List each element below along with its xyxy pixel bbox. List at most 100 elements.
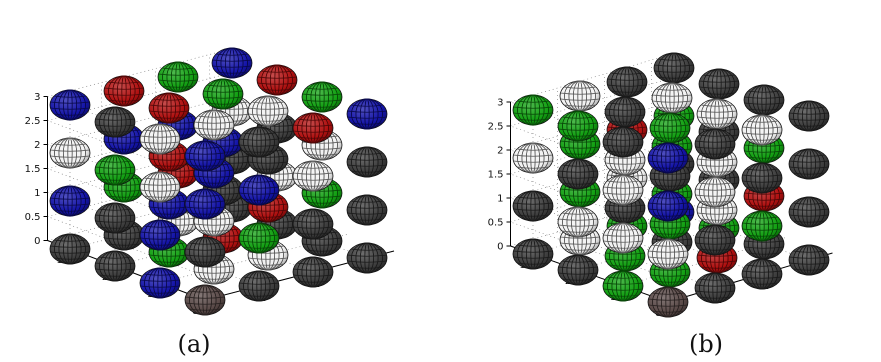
sphere-mesh-line (197, 133, 231, 136)
sphere-mesh-line (260, 70, 294, 73)
sphere-mesh-line (746, 210, 778, 242)
sphere-mesh-line (793, 148, 825, 180)
sphere-point (653, 52, 695, 84)
sphere-mesh-line (563, 152, 597, 155)
sphere-mesh-line (185, 206, 225, 209)
sphere-mesh-line (651, 148, 685, 151)
sphere-mesh-line (107, 195, 141, 198)
sphere-mesh-line (296, 214, 330, 217)
sphere-mesh-line (747, 156, 781, 159)
sphere-mesh-line (517, 142, 549, 174)
sphere-point (247, 95, 289, 127)
sphere-mesh-line (792, 220, 826, 223)
sphere-mesh-line (50, 203, 90, 206)
sphere-mesh-line (242, 132, 276, 135)
sphere-mesh-line (50, 149, 90, 152)
sphere-mesh-line (745, 186, 779, 189)
sphere-mesh-line (185, 158, 225, 161)
z-tick-label: 0 (34, 236, 40, 247)
sphere-mesh-line (558, 176, 598, 179)
sphere-mesh-line (697, 164, 737, 167)
sphere-mesh-line (98, 160, 132, 163)
sphere-mesh-line (558, 218, 598, 221)
sphere-mesh-line (654, 70, 694, 73)
sphere-mesh-line (243, 174, 275, 206)
sphere-mesh-line (251, 119, 285, 122)
sphere-mesh-line (558, 122, 598, 125)
sphere-mesh-line (185, 254, 225, 257)
sphere-point (694, 224, 736, 256)
sphere-mesh-line (185, 248, 225, 251)
sphere-point (647, 238, 689, 270)
sphere-point (647, 190, 689, 222)
sphere-mesh-line (296, 118, 330, 121)
z-tick-label: 2 (34, 140, 40, 151)
sphere-mesh-line (144, 123, 176, 155)
sphere-mesh-line (296, 262, 330, 265)
sphere-mesh-line (293, 172, 333, 175)
sphere-mesh-line (95, 124, 135, 127)
sphere-mesh-line (789, 256, 829, 259)
sphere-mesh-line (610, 90, 644, 93)
sphere-point (139, 219, 181, 251)
sphere-point (238, 126, 280, 158)
sphere-mesh-line (608, 120, 642, 123)
sphere-mesh-line (302, 93, 342, 96)
sphere-mesh-line (655, 106, 689, 109)
sphere-mesh-line (189, 284, 221, 316)
sphere-mesh-line (605, 204, 645, 207)
sphere-point (238, 174, 280, 206)
sphere-point (211, 47, 253, 79)
sphere-mesh-line (216, 47, 248, 79)
sphere-mesh-line (695, 284, 735, 287)
sphere-mesh-line (697, 254, 737, 257)
sphere-mesh-line (293, 220, 333, 223)
sphere-mesh-line (95, 166, 135, 169)
sphere-mesh-line (789, 118, 829, 121)
sphere-mesh-line (605, 258, 645, 261)
sphere-mesh-line (697, 212, 737, 215)
sphere-mesh-line (702, 74, 736, 77)
sphere-mesh-line (107, 147, 141, 150)
sphere-mesh-line (54, 185, 86, 217)
sphere-mesh-line (789, 208, 829, 211)
sphere-mesh-line (185, 200, 225, 203)
sphere-point (512, 142, 554, 174)
sphere-mesh-line (560, 236, 600, 239)
sphere-mesh-line (699, 80, 739, 83)
sphere-point (94, 250, 136, 282)
sphere-mesh-line (792, 124, 826, 127)
sphere-mesh-line (744, 144, 784, 147)
sphere-mesh-line (251, 215, 285, 218)
sphere-mesh-line (188, 260, 222, 263)
sphere-mesh-line (513, 256, 553, 259)
sphere-mesh-line (350, 152, 384, 155)
sphere-mesh-line (104, 93, 144, 96)
sphere-mesh-line (747, 108, 781, 111)
sphere-mesh-line (516, 118, 550, 121)
sphere-mesh-line (140, 135, 180, 138)
sphere-mesh-line (648, 298, 688, 301)
sphere-mesh-line (350, 266, 384, 269)
sphere-point (694, 128, 736, 160)
sphere-mesh-line (152, 260, 186, 263)
grid-line (577, 220, 743, 271)
sphere-mesh-line (248, 257, 288, 260)
sphere-mesh-line (104, 87, 144, 90)
sphere-mesh-line (607, 270, 639, 302)
sphere-mesh-line (153, 92, 185, 124)
sphere-mesh-line (107, 243, 141, 246)
sphere-mesh-line (140, 183, 180, 186)
sphere-mesh-line (149, 110, 189, 113)
sphere-point (788, 100, 830, 132)
sphere-mesh-line (95, 214, 135, 217)
sphere-mesh-line (243, 270, 275, 302)
sphere-mesh-line (98, 208, 132, 211)
sphere-point (49, 185, 91, 217)
sphere-mesh-line (513, 112, 553, 115)
sphere-mesh-line (742, 132, 782, 135)
sphere-point (238, 222, 280, 254)
sphere-point (698, 68, 740, 100)
z-tick-label: 0.5 (488, 218, 504, 229)
sphere-point (788, 196, 830, 228)
